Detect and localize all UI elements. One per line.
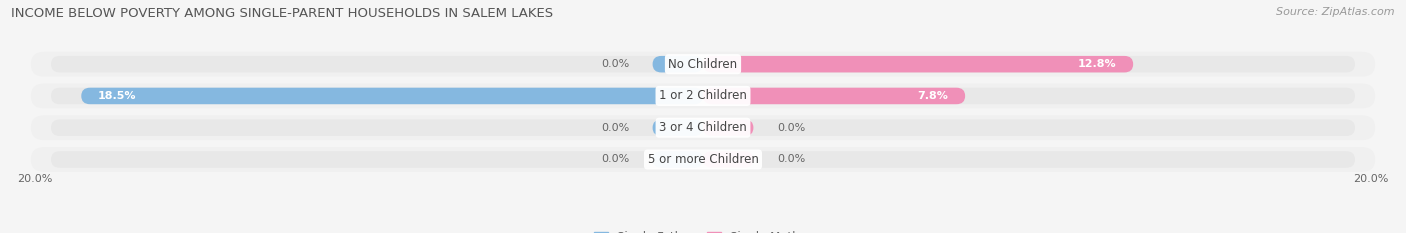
- FancyBboxPatch shape: [51, 151, 1355, 168]
- FancyBboxPatch shape: [703, 151, 754, 168]
- Text: 0.0%: 0.0%: [778, 123, 806, 133]
- FancyBboxPatch shape: [652, 151, 703, 168]
- Text: No Children: No Children: [668, 58, 738, 71]
- FancyBboxPatch shape: [652, 56, 703, 72]
- Text: INCOME BELOW POVERTY AMONG SINGLE-PARENT HOUSEHOLDS IN SALEM LAKES: INCOME BELOW POVERTY AMONG SINGLE-PARENT…: [11, 7, 554, 20]
- FancyBboxPatch shape: [51, 56, 1355, 72]
- Text: 18.5%: 18.5%: [98, 91, 136, 101]
- FancyBboxPatch shape: [703, 56, 1133, 72]
- Text: 0.0%: 0.0%: [600, 154, 628, 164]
- FancyBboxPatch shape: [31, 52, 1375, 77]
- Text: 0.0%: 0.0%: [778, 154, 806, 164]
- Text: 20.0%: 20.0%: [1353, 174, 1389, 184]
- FancyBboxPatch shape: [31, 147, 1375, 172]
- FancyBboxPatch shape: [652, 120, 703, 136]
- FancyBboxPatch shape: [703, 120, 754, 136]
- FancyBboxPatch shape: [31, 84, 1375, 108]
- Text: 12.8%: 12.8%: [1078, 59, 1116, 69]
- Text: 3 or 4 Children: 3 or 4 Children: [659, 121, 747, 134]
- FancyBboxPatch shape: [82, 88, 703, 104]
- FancyBboxPatch shape: [51, 88, 1355, 104]
- Text: 7.8%: 7.8%: [918, 91, 948, 101]
- Text: Source: ZipAtlas.com: Source: ZipAtlas.com: [1277, 7, 1395, 17]
- FancyBboxPatch shape: [51, 120, 1355, 136]
- Legend: Single Father, Single Mother: Single Father, Single Mother: [589, 226, 817, 233]
- Text: 0.0%: 0.0%: [600, 123, 628, 133]
- Text: 20.0%: 20.0%: [17, 174, 53, 184]
- FancyBboxPatch shape: [31, 115, 1375, 140]
- FancyBboxPatch shape: [703, 88, 965, 104]
- Text: 5 or more Children: 5 or more Children: [648, 153, 758, 166]
- Text: 0.0%: 0.0%: [600, 59, 628, 69]
- Text: 1 or 2 Children: 1 or 2 Children: [659, 89, 747, 103]
